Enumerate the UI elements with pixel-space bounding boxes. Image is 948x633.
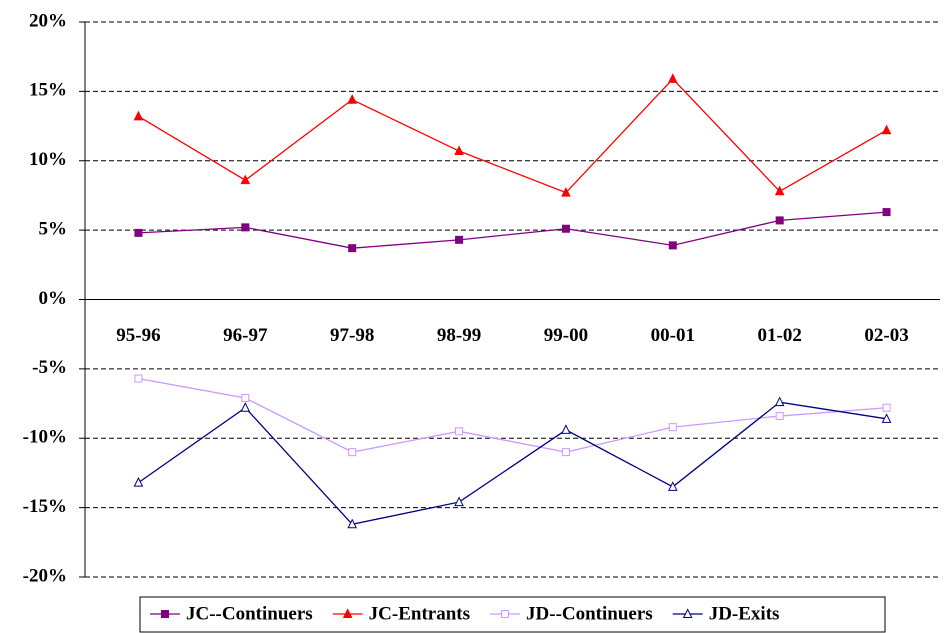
x-tick-label: 00-01 [651, 325, 695, 346]
legend-label: JD-Exits [709, 603, 780, 624]
marker [347, 94, 357, 104]
marker [240, 402, 251, 412]
y-tick-label: 15% [29, 80, 67, 101]
marker [882, 208, 891, 217]
marker [342, 608, 353, 618]
marker [134, 374, 143, 383]
marker [668, 73, 678, 83]
marker [775, 216, 784, 225]
marker [133, 110, 144, 121]
marker [668, 423, 677, 432]
x-tick-label: 01-02 [758, 325, 802, 346]
marker [241, 223, 250, 232]
marker [881, 124, 892, 135]
marker [161, 610, 169, 618]
y-tick-label: -5% [32, 357, 67, 378]
y-tick-label: 20% [29, 10, 67, 31]
marker [134, 228, 143, 237]
marker [455, 235, 464, 244]
marker [561, 448, 570, 457]
x-tick-label: 96-97 [223, 325, 268, 346]
x-tick-label: 97-98 [330, 325, 374, 346]
marker [348, 448, 357, 457]
series [134, 208, 891, 253]
legend-label: JD--Continuers [526, 603, 653, 624]
y-tick-label: 0% [39, 288, 68, 309]
series [133, 396, 892, 529]
legend-label: JC-Entrants [369, 603, 470, 624]
marker [455, 427, 464, 436]
marker [882, 403, 891, 412]
marker [501, 610, 510, 618]
marker [241, 394, 250, 403]
y-tick-label: -10% [23, 427, 67, 448]
marker [454, 496, 464, 507]
marker [454, 145, 464, 156]
y-tick-label: -15% [23, 496, 67, 517]
marker [348, 244, 357, 253]
legend-label: JC--Continuers [186, 603, 313, 624]
marker [133, 477, 144, 487]
series [133, 73, 892, 197]
marker [561, 187, 571, 197]
marker [561, 424, 571, 434]
x-tick-label: 98-99 [437, 325, 481, 346]
marker [775, 412, 784, 421]
marker [668, 241, 677, 250]
marker [668, 481, 678, 491]
line [138, 211, 887, 249]
marker [682, 608, 693, 618]
y-tick-label: 5% [39, 218, 68, 239]
x-tick-label: 95-96 [116, 325, 160, 346]
line [138, 401, 887, 525]
y-tick-label: 10% [29, 149, 67, 170]
line [138, 77, 887, 194]
legend: JC--Continuers JC-Entrants JD--Continuers J… [139, 596, 886, 633]
x-tick-label: 99-00 [544, 325, 588, 346]
marker [881, 413, 892, 423]
marker [347, 518, 357, 529]
marker [240, 174, 251, 185]
series [134, 374, 891, 457]
line [138, 377, 887, 453]
marker [774, 396, 785, 407]
x-tick-label: 02-03 [864, 325, 908, 346]
y-tick-label: -20% [23, 565, 67, 586]
marker [561, 224, 570, 233]
marker [774, 185, 785, 196]
